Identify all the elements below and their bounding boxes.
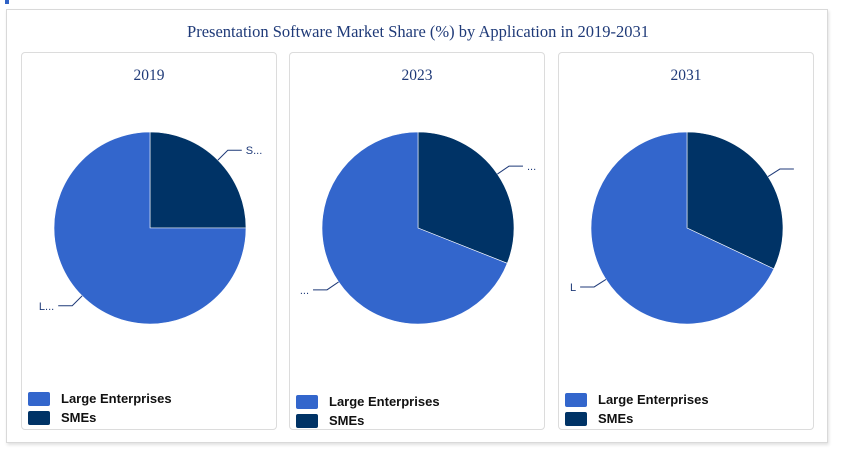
legend-label: SMEs [598,411,634,426]
panel-year: 2031 [670,67,702,84]
legend-label: Large Enterprises [329,394,440,409]
legend-label: Large Enterprises [598,392,709,407]
pie-slice-large-enterprises[interactable] [590,131,775,325]
pie-panel-2023: 2023 ...... Large Enterprises SMEs [289,52,545,430]
legend-swatch [565,393,587,407]
corner-mark [5,0,9,4]
pie-panel-2031: 2031 L Large Enterprises SMEs [558,52,814,430]
legend-swatch [565,412,587,426]
legend-swatch [296,395,318,409]
legend-swatch [28,411,50,425]
slice-label: L [570,282,576,294]
slice-label: L... [39,301,54,313]
legend-label: Large Enterprises [61,391,172,406]
pie-slice-large-enterprises[interactable] [321,131,508,325]
chart-card: Presentation Software Market Share (%) b… [6,9,828,443]
slice-leader-line [58,295,83,307]
slice-leader-line [497,165,523,175]
pie-chart: S... L... [39,131,263,325]
legend-swatch [28,392,50,406]
pie-chart: ...... [300,131,536,325]
panel-year: 2023 [401,67,433,84]
chart-title: Presentation Software Market Share (%) b… [187,22,649,41]
slice-label: S... [246,145,263,157]
legend-label: SMEs [61,410,97,425]
pie-slice-smes[interactable] [149,131,247,229]
slice-leader-line [767,168,794,177]
slice-leader-line [313,281,339,291]
legend-swatch [296,414,318,428]
slice-leader-line [580,279,607,288]
pie-slice-smes[interactable] [686,131,784,270]
panel-year: 2019 [133,67,165,84]
pie-slice-smes[interactable] [417,131,515,264]
legend-label: SMEs [329,413,365,428]
slice-label: ... [527,161,536,173]
pie-chart: L [570,131,794,325]
slice-leader-line [217,149,242,161]
slice-label: ... [300,285,309,297]
pie-panel-2019: 2019 S... L... Large Enterprises SMEs [21,52,277,430]
